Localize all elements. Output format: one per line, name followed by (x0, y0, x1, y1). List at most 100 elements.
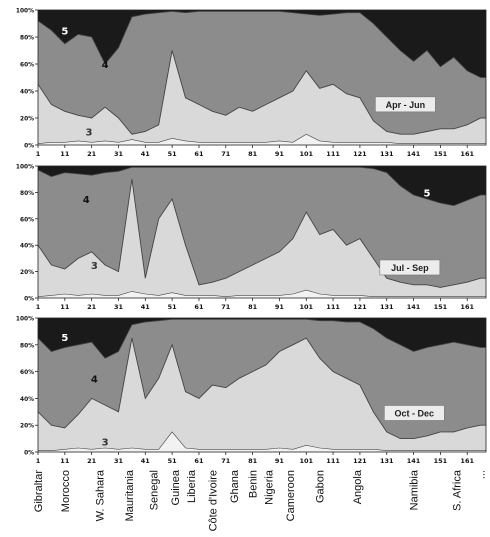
y-tick-label: 20% (20, 115, 34, 123)
area-label-5: 5 (61, 333, 68, 344)
area-label-3: 3 (102, 437, 109, 448)
country-label: Ghana (229, 469, 241, 503)
country-label: Gabon (315, 470, 327, 503)
chart-panel-2: 0%20%40%60%80%100%1 11 21 31 41 51 61 71 81 91 101… (16, 163, 487, 311)
x-tick-label: 31 (114, 303, 124, 311)
y-tick-label: 40% (20, 88, 34, 96)
country-label: Liberia (186, 469, 198, 503)
season-annotation: Apr - Jun (386, 100, 426, 110)
boundary-line-3 (37, 337, 486, 440)
area-class3 (38, 338, 486, 452)
x-tick-label: 81 (248, 303, 258, 311)
y-tick-label: 60% (20, 61, 34, 69)
x-tick-label: 121 (353, 303, 367, 311)
x-tick-label: 101 (299, 150, 313, 158)
y-tick-label: 100% (16, 315, 34, 323)
area-label-4: 4 (91, 374, 98, 385)
area-label-4: 4 (102, 60, 109, 71)
x-tick-label: 111 (326, 150, 340, 158)
area-class4 (38, 11, 486, 145)
area-class3 (38, 179, 486, 298)
country-label: Morocco (60, 470, 72, 512)
x-tick-label: 21 (87, 303, 97, 311)
season-box (379, 259, 441, 276)
plot-frame (37, 165, 487, 299)
x-tick-label: 151 (434, 150, 448, 158)
country-label: ... (476, 470, 488, 479)
y-tick-label: 0% (24, 449, 34, 457)
y-tick-label: 40% (20, 242, 34, 250)
chart-panel-1: 0%20%40%60%80%100%1 11 21 31 41 51 61 71 81 91 101… (16, 7, 487, 158)
x-tick-label: 91 (275, 150, 285, 158)
x-tick-label: 111 (326, 303, 340, 311)
x-tick-label: 101 (299, 457, 313, 465)
boundary-line-2 (38, 431, 486, 451)
area-label-5: 5 (423, 188, 430, 199)
x-tick-label: 61 (194, 303, 204, 311)
x-tick-label: 121 (353, 457, 367, 465)
plot-frame (37, 317, 487, 453)
country-label: Cameroon (285, 470, 297, 521)
x-tick-label: 41 (141, 150, 151, 158)
x-tick-label: 41 (141, 457, 151, 465)
boundary-line-4 (37, 10, 486, 78)
x-tick-label: 151 (434, 457, 448, 465)
area-class2 (38, 431, 486, 452)
x-tick-label: 61 (194, 150, 204, 158)
x-tick-label: 61 (194, 457, 204, 465)
boundary-line-4 (37, 318, 486, 359)
boundary-line-2 (37, 289, 486, 298)
season-annotation: Jul - Sep (391, 263, 429, 273)
x-tick-label: 11 (60, 457, 70, 465)
x-tick-label: 91 (275, 303, 285, 311)
country-label: W. Sahara (95, 469, 107, 521)
boundary-line-3 (37, 179, 486, 288)
x-tick-label: 151 (434, 303, 448, 311)
x-tick-label: 41 (141, 303, 151, 311)
area-label-4: 4 (83, 195, 90, 206)
x-tick-label: 31 (114, 457, 124, 465)
season-annotation: Oct - Dec (395, 408, 435, 418)
x-tick-label: 21 (87, 457, 97, 465)
country-label: S. Africa (451, 469, 463, 511)
x-tick-label: 51 (168, 457, 178, 465)
boundary-line-4 (37, 166, 486, 207)
x-tick-label: 131 (380, 303, 394, 311)
area-label-3: 3 (91, 261, 98, 272)
y-tick-label: 0% (24, 295, 34, 303)
x-tick-label: 141 (407, 457, 421, 465)
x-tick-label: 11 (60, 303, 70, 311)
country-label: Mauritania (124, 469, 136, 521)
x-tick-label: 71 (221, 457, 231, 465)
x-tick-label: 21 (87, 150, 97, 158)
country-axis: Gibraltar Morocco W. Sahara Mauritania Seneg… (33, 469, 488, 531)
country-label: Guinea (170, 469, 182, 505)
season-box (375, 96, 436, 113)
area-label-5: 5 (61, 26, 68, 37)
x-tick-label: 161 (460, 457, 474, 465)
country-label: Namibia (409, 469, 421, 510)
x-tick-label: 51 (168, 303, 178, 311)
y-tick-label: 40% (20, 395, 34, 403)
y-tick-label: 20% (20, 268, 34, 276)
x-tick-label: 141 (407, 303, 421, 311)
x-tick-label: 81 (248, 150, 258, 158)
y-tick-label: 80% (20, 34, 34, 42)
chart-panel-3: 0%20%40%60%80%100%1 11 21 31 41 51 61 71 81 91 101… (16, 315, 487, 465)
y-tick-label: 60% (20, 215, 34, 223)
area-label-3: 3 (85, 128, 92, 139)
boundary-line-2 (37, 133, 486, 144)
boundary-line-3 (37, 50, 486, 135)
area-class2 (38, 290, 486, 298)
x-tick-label: 91 (275, 457, 285, 465)
x-tick-label: 71 (221, 303, 231, 311)
plot-frame (37, 9, 487, 146)
country-label: Benin (248, 470, 260, 498)
x-tick-label: 111 (326, 457, 340, 465)
x-tick-label: 121 (353, 150, 367, 158)
x-tick-label: 161 (460, 150, 474, 158)
country-label: Gibraltar (33, 470, 45, 513)
y-tick-label: 100% (16, 163, 34, 171)
x-tick-label: 131 (380, 457, 394, 465)
